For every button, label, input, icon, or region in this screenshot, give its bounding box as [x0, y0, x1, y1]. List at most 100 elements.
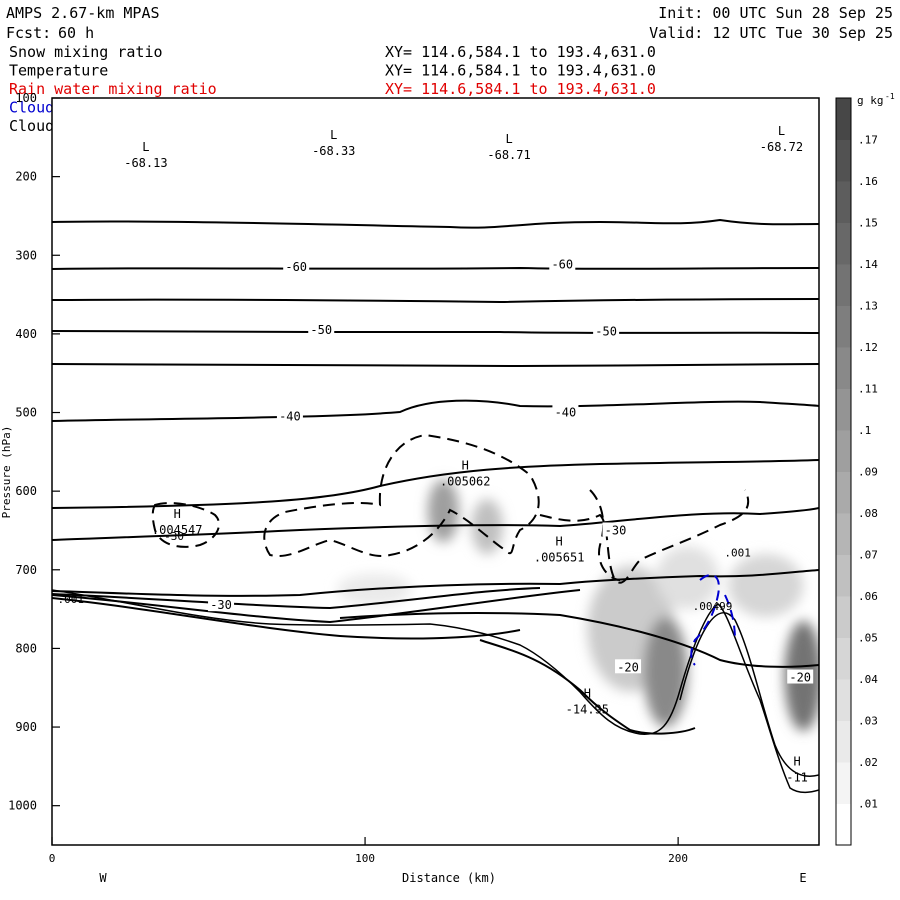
colorbar-swatch	[836, 554, 851, 597]
x-axis-label: Distance (km)	[402, 871, 496, 885]
plot-area	[52, 98, 819, 845]
snow-blob	[471, 499, 503, 555]
extremum-value: .005651	[534, 551, 585, 565]
colorbar-swatch	[836, 430, 851, 472]
isotherm-label: -30	[210, 598, 232, 612]
colorbar-swatch	[836, 305, 851, 348]
direction-west: W	[99, 871, 107, 885]
colorbar-level-label: .12	[858, 341, 878, 354]
isotherm-line	[52, 507, 819, 541]
extremum-symbol: H	[793, 755, 800, 769]
cloud-ice-contour	[589, 489, 621, 581]
x-tick-label: 0	[49, 852, 56, 865]
y-tick-label: 400	[15, 327, 37, 341]
isotherm-line	[479, 639, 696, 735]
colorbar-unit-exponent: -1	[885, 92, 895, 101]
isotherm-line	[52, 569, 819, 597]
cloud-ice-contour	[151, 502, 220, 548]
isotherm-line	[52, 587, 541, 610]
y-tick-label: 1000	[8, 799, 37, 813]
colorbar-level-label: .01	[858, 798, 878, 811]
colorbar-swatch	[836, 762, 851, 804]
extremum-symbol: L	[330, 128, 337, 142]
y-axis: 100 200 300 400 500 600 700 800 900 1000	[8, 91, 60, 813]
colorbar-level-label: .11	[858, 383, 878, 396]
colorbar-level-label: .06	[858, 590, 878, 603]
x-axis: 0 100 200	[49, 837, 688, 865]
cloud-ice-contour	[539, 489, 750, 584]
contour-labels: -60 -60 -50 -50 -40 -40 -30 -30 -20 -20 L -68.13 L -6…	[58, 124, 814, 785]
label-bg	[283, 259, 310, 274]
field-xy-range: XY= 114.6,584.1 to 193.4,631.0	[385, 43, 656, 61]
isotherm-line	[52, 459, 819, 509]
extremum-value: -11	[786, 771, 808, 785]
isotherm-line	[52, 589, 581, 624]
extremum-symbol: L	[505, 132, 512, 146]
isotherm-label: -40	[555, 406, 577, 420]
model-title: AMPS 2.67-km MPAS	[6, 4, 160, 22]
colorbar-level-label: .05	[858, 632, 878, 645]
isotherm-line	[52, 330, 819, 334]
isotherm-label: -20	[617, 660, 639, 674]
cloud-ice-contour	[263, 433, 540, 557]
cloud-water-contour	[724, 594, 736, 641]
isotherms	[52, 218, 819, 735]
x-tick-label: 100	[355, 852, 375, 865]
fcst-label: Fcst:	[6, 24, 51, 42]
contour-value-label: .00499	[693, 600, 733, 613]
colorbar-swatch	[836, 513, 851, 555]
y-tick-label: 100	[15, 91, 37, 105]
isotherm-label: -60	[285, 260, 307, 274]
isotherm-line	[339, 612, 819, 668]
contour-value-label: .001	[58, 593, 85, 606]
colorbar-level-label: .13	[858, 300, 878, 313]
isotherm-label: -50	[310, 323, 332, 337]
extremum-value: -68.72	[760, 140, 803, 154]
colorbar-swatch	[836, 139, 851, 182]
snow-blob	[427, 479, 459, 543]
colorbar-level-label: .03	[858, 715, 878, 728]
colorbar-level-label: .04	[858, 673, 878, 686]
fcst-value: 60 h	[58, 24, 94, 42]
colorbar-level-label: .07	[858, 549, 878, 562]
label-bg	[549, 256, 576, 271]
colorbar-swatch	[836, 388, 851, 431]
y-tick-label: 700	[15, 563, 37, 577]
label-bg	[276, 408, 303, 423]
y-tick-label: 500	[15, 406, 37, 420]
label-bg	[787, 669, 814, 684]
valid-time: Valid: 12 UTC Tue 30 Sep 25	[649, 24, 893, 42]
colorbar-level-label: .17	[858, 134, 878, 147]
extremum-value: -68.71	[487, 148, 530, 162]
extremum-symbol: L	[778, 124, 785, 138]
y-tick-label: 600	[15, 484, 37, 498]
cloud-water-contours	[690, 574, 736, 666]
colorbar-swatch	[836, 803, 851, 846]
y-tick-label: 800	[15, 641, 37, 655]
extremum-value: .004547	[152, 523, 203, 537]
colorbar-level-label: .15	[858, 217, 878, 230]
extremum-symbol: H	[462, 458, 469, 472]
y-axis-label: Pressure (hPa)	[0, 426, 13, 519]
colorbar-swatch	[836, 679, 851, 721]
isotherm-line	[52, 218, 819, 229]
extremum-symbol: H	[584, 686, 591, 700]
extremum-symbol: L	[142, 140, 149, 154]
extremum-value: -68.13	[124, 156, 167, 170]
isotherm-line	[52, 266, 819, 270]
colorbar-swatch	[836, 720, 851, 763]
colorbar-level-label: .02	[858, 756, 878, 769]
direction-east: E	[799, 871, 806, 885]
colorbar-unit: g kg	[857, 94, 884, 107]
contour-value-label: -30	[164, 530, 184, 543]
y-tick-label: 200	[15, 170, 37, 184]
label-bg	[208, 597, 235, 612]
extremum-value: .005062	[440, 474, 491, 488]
colorbar-swatch	[836, 596, 851, 638]
label-bg	[593, 323, 620, 338]
plot-content: -60 -60 -50 -50 -40 -40 -30 -30 -20 -20 L -68.13 L -6…	[52, 124, 819, 794]
colorbar-level-label: .09	[858, 466, 878, 479]
terrain-outline	[52, 589, 819, 794]
snow-blob	[656, 546, 719, 610]
colorbar-swatch	[836, 264, 851, 306]
